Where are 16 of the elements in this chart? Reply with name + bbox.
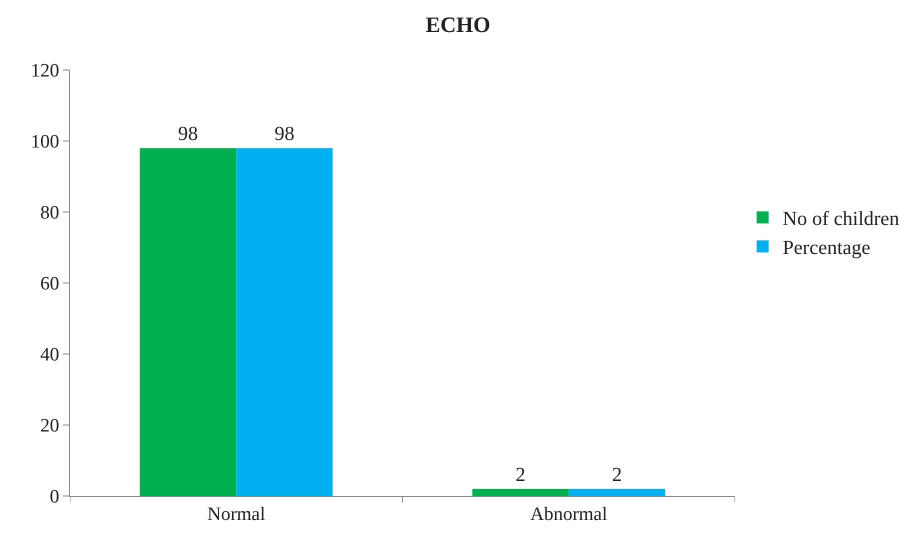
y-tick-label: 0	[50, 486, 60, 508]
y-tick-label: 100	[30, 132, 60, 153]
chart-title: ECHO	[426, 12, 490, 37]
legend-label: Percentage	[782, 237, 871, 260]
y-tick-label: 60	[40, 274, 60, 295]
y-tick-label: 120	[30, 60, 60, 82]
data-label: 98	[178, 123, 198, 146]
x-tick-label: Normal	[207, 504, 266, 525]
legend-label: No of children	[782, 208, 900, 230]
y-tick-label: 80	[40, 202, 60, 224]
data-label: 98	[274, 123, 294, 146]
data-label: 2	[516, 464, 526, 486]
x-tick-label: Abnormal	[530, 504, 608, 525]
y-tick-label: 40	[40, 344, 60, 366]
y-tick-label: 20	[40, 416, 60, 437]
data-label: 2	[612, 464, 622, 486]
